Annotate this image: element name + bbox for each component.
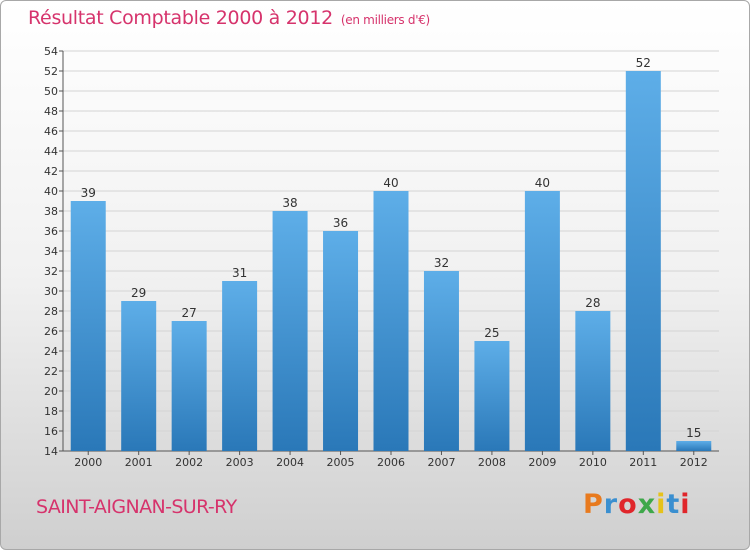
y-tick-label: 30 — [44, 285, 58, 298]
data-label: 31 — [232, 266, 247, 280]
data-label: 36 — [333, 216, 348, 230]
y-tick-label: 18 — [44, 405, 58, 418]
y-tick-label: 16 — [44, 425, 58, 438]
y-tick-label: 44 — [44, 145, 58, 158]
y-tick-label: 26 — [44, 325, 58, 338]
bar — [423, 271, 459, 451]
data-label: 40 — [535, 176, 550, 190]
bar — [272, 211, 308, 451]
logo-letter: r — [603, 489, 619, 520]
bar — [474, 341, 510, 451]
x-tick-label: 2012 — [680, 456, 708, 469]
data-label: 39 — [81, 186, 96, 200]
bar — [171, 321, 207, 451]
logo-letter: o — [618, 489, 638, 520]
bar — [323, 231, 359, 451]
y-tick-label: 28 — [44, 305, 58, 318]
bar — [625, 71, 661, 451]
x-tick-label: 2006 — [377, 456, 405, 469]
y-tick-label: 34 — [44, 245, 58, 258]
bar — [121, 301, 157, 451]
y-tick-label: 22 — [44, 365, 58, 378]
y-tick-label: 36 — [44, 225, 58, 238]
bar — [222, 281, 258, 451]
x-tick-label: 2002 — [175, 456, 203, 469]
y-tick-label: 50 — [44, 85, 58, 98]
logo-letter: x — [637, 489, 657, 520]
logo-letter: i — [656, 489, 667, 520]
data-label: 29 — [131, 286, 146, 300]
logo-letter: P — [583, 489, 604, 520]
bar — [575, 311, 611, 451]
proxiti-logo: Proxiti — [583, 489, 691, 520]
data-label: 27 — [182, 306, 197, 320]
data-label: 15 — [686, 426, 701, 440]
y-tick-label: 20 — [44, 385, 58, 398]
data-label: 52 — [636, 56, 651, 70]
y-tick-label: 32 — [44, 265, 58, 278]
y-tick-label: 54 — [44, 45, 58, 58]
data-label: 38 — [282, 196, 297, 210]
commune-name: SAINT-AIGNAN-SUR-RY — [36, 496, 237, 518]
y-tick-label: 14 — [44, 445, 58, 458]
x-tick-label: 2008 — [478, 456, 506, 469]
y-tick-label: 46 — [44, 125, 58, 138]
data-label: 28 — [585, 296, 600, 310]
data-label: 25 — [484, 326, 499, 340]
y-tick-label: 48 — [44, 105, 58, 118]
x-tick-label: 2004 — [276, 456, 304, 469]
y-tick-label: 52 — [44, 65, 58, 78]
x-tick-label: 2007 — [427, 456, 455, 469]
y-tick-label: 38 — [44, 205, 58, 218]
data-label: 32 — [434, 256, 449, 270]
x-tick-label: 2000 — [74, 456, 102, 469]
x-tick-label: 2009 — [528, 456, 556, 469]
unit-label: (en milliers d'€) — [340, 13, 430, 27]
logo-letter: t — [666, 489, 681, 520]
title-text: Résultat Comptable 2000 à 2012 — [28, 7, 333, 29]
x-tick-label: 2010 — [579, 456, 607, 469]
logo-letter: i — [680, 489, 691, 520]
y-tick-label: 40 — [44, 185, 58, 198]
bar — [373, 191, 409, 451]
bar — [676, 441, 712, 451]
x-tick-label: 2001 — [125, 456, 153, 469]
bar — [70, 201, 106, 451]
x-tick-label: 2005 — [327, 456, 355, 469]
x-tick-label: 2011 — [629, 456, 657, 469]
y-tick-label: 42 — [44, 165, 58, 178]
y-tick-label: 24 — [44, 345, 58, 358]
chart-title: Résultat Comptable 2000 à 2012 (en millie… — [28, 7, 430, 29]
bar — [524, 191, 560, 451]
x-tick-label: 2003 — [226, 456, 254, 469]
data-label: 40 — [383, 176, 398, 190]
